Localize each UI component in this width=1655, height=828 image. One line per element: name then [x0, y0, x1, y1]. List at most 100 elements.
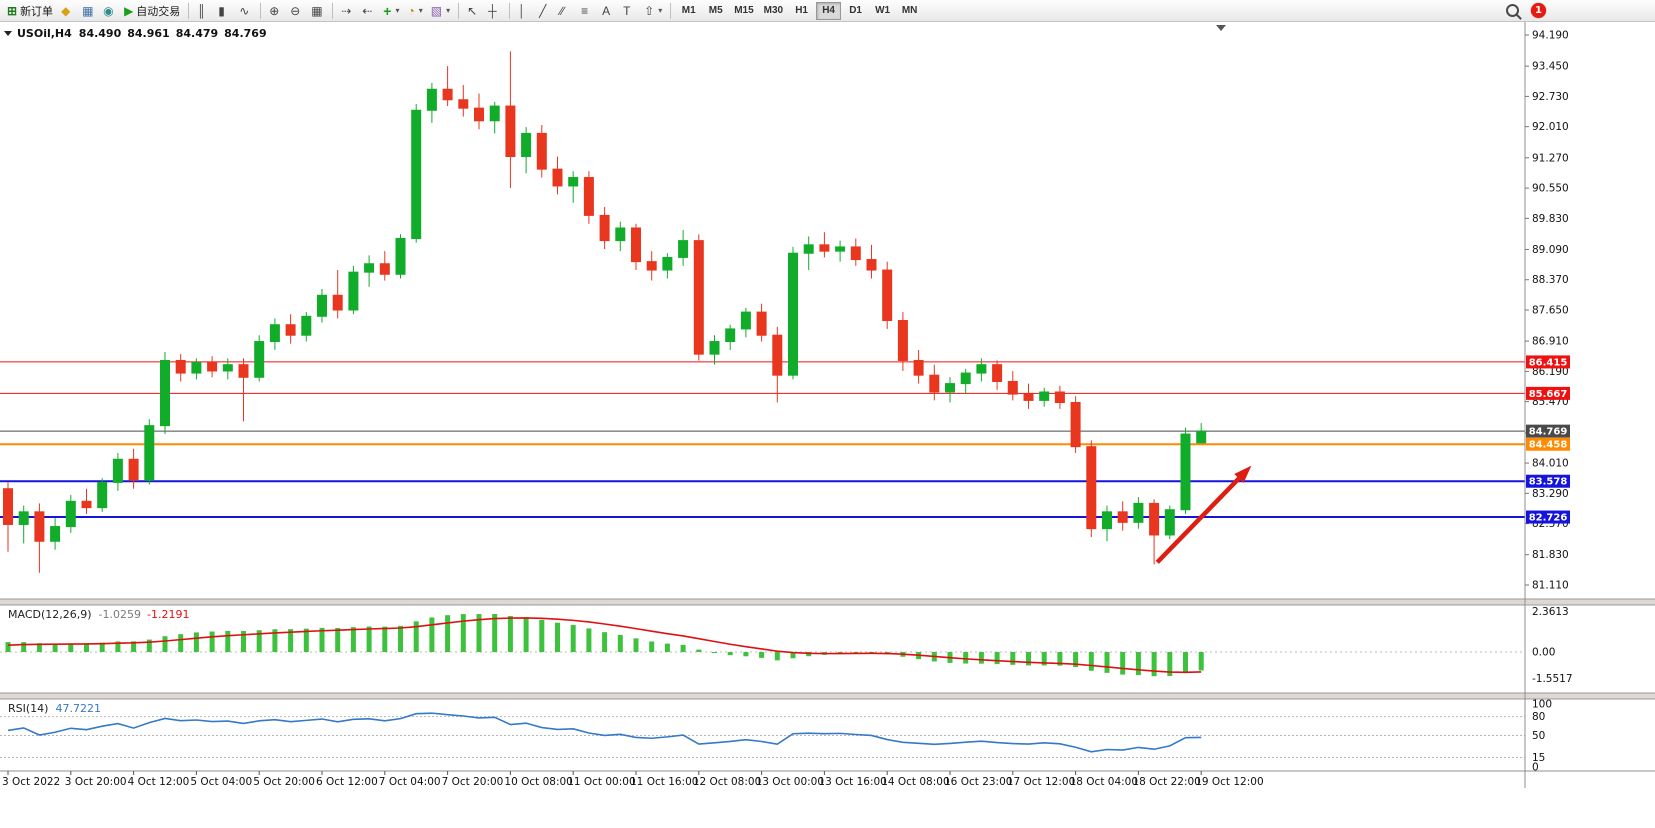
candle-body — [756, 311, 767, 336]
macd-histogram-bar — [1057, 652, 1063, 666]
macd-histogram-bar — [853, 652, 859, 653]
candle-body — [646, 261, 657, 271]
annotation-arrow-layer[interactable] — [1155, 465, 1252, 564]
candle — [1133, 497, 1144, 529]
chart-background — [0, 22, 1655, 824]
cursor-button[interactable]: ↖ — [463, 1, 484, 20]
price-badge — [1526, 424, 1570, 438]
timeframe-w1-button[interactable]: W1 — [870, 2, 895, 20]
time-axis-label: 18 Oct 04:00 — [1070, 776, 1138, 788]
macd-histogram-bar — [1010, 652, 1016, 665]
zoom-out-button[interactable]: ⊖ — [286, 1, 307, 20]
vertical-line-icon: │ — [518, 3, 526, 18]
candle-body — [332, 294, 343, 311]
fibonacci-button[interactable]: ≡ — [577, 1, 598, 20]
price-badges-layer: 86.415 85.667 84.769 84.458 83.578 82.726 — [1526, 355, 1570, 524]
chart-shift-marker-icon[interactable] — [1216, 25, 1226, 31]
candle-body — [128, 458, 139, 481]
market-watch-button[interactable]: ▦ — [78, 1, 99, 20]
line-chart-button[interactable]: ∿ — [235, 1, 256, 20]
trend-arrow-head[interactable] — [1234, 465, 1252, 484]
candle-body — [379, 263, 390, 275]
timeframe-h1-button[interactable]: H1 — [789, 2, 814, 20]
candle — [1023, 383, 1034, 409]
candlestick-chart-button[interactable]: ▮ — [214, 1, 235, 20]
tile-windows-button[interactable]: ▦ — [307, 1, 328, 20]
channel-button[interactable]: ∕∕ — [556, 1, 577, 20]
candle — [897, 312, 908, 371]
panel-divider-1[interactable] — [0, 598, 1655, 606]
candle — [144, 419, 155, 485]
candle — [772, 326, 783, 403]
candle — [474, 93, 484, 130]
macd-histogram-bar — [52, 643, 58, 652]
new-order-button[interactable]: ⊞ 新订单 — [3, 1, 57, 20]
bar-chart-button[interactable]: ║ — [193, 1, 214, 20]
indicators-button[interactable]: + ▾ — [379, 1, 403, 20]
panel-divider-2[interactable] — [0, 692, 1655, 700]
templates-button[interactable]: ▧ ▾ — [427, 1, 454, 20]
rsi-scale-tick: 100 — [1532, 699, 1552, 711]
vertical-line-button[interactable]: │ — [514, 1, 535, 20]
notification-badge[interactable]: 1 — [1531, 3, 1546, 18]
macd-histogram-bar — [492, 614, 498, 652]
text-button[interactable]: A — [598, 1, 619, 20]
chart-shift-button[interactable]: ⇠ — [358, 1, 379, 20]
candle-body — [1164, 509, 1175, 536]
data-window-button[interactable]: ◉ — [99, 1, 120, 20]
time-axis-label: 12 Oct 08:00 — [693, 776, 761, 788]
timeframe-mn-button[interactable]: MN — [897, 2, 922, 20]
macd-histogram-bar — [790, 652, 796, 659]
candle-body — [850, 246, 861, 261]
timeframe-m30-button[interactable]: M30 — [760, 2, 787, 20]
crosshair-button[interactable]: ┼ — [484, 1, 505, 20]
macd-histogram-bar — [366, 626, 372, 652]
price-badge — [1526, 474, 1570, 488]
periods-button[interactable]: ◔ ▾ — [404, 1, 427, 20]
trendline-button[interactable]: ╱ — [535, 1, 556, 20]
auto-scroll-button[interactable]: ⇢ — [337, 1, 358, 20]
search-icon[interactable] — [1506, 4, 1519, 17]
time-axis-label: 14 Oct 08:00 — [881, 776, 949, 788]
timeframe-h4-button[interactable]: H4 — [816, 1, 842, 20]
macd-histogram-bar — [633, 638, 639, 652]
arrows-button[interactable]: ⇧ ▾ — [640, 1, 666, 20]
candle-body — [1070, 402, 1081, 448]
price-axis-tick: 91.270 — [1532, 152, 1569, 164]
candle-body — [1102, 511, 1112, 530]
candle — [18, 505, 29, 544]
candle — [222, 358, 233, 380]
timeframe-m5-button[interactable]: M5 — [703, 2, 728, 20]
macd-histogram-bar — [319, 627, 325, 652]
candle-body — [1023, 393, 1034, 401]
candle-body — [426, 88, 437, 111]
price-axis-tick: 90.550 — [1532, 183, 1569, 195]
macd-histogram-bar — [146, 639, 152, 652]
candle-body — [18, 511, 29, 525]
timeframe-m15-button[interactable]: M15 — [730, 2, 757, 20]
text-label-button[interactable]: T — [619, 1, 640, 20]
candle — [646, 251, 657, 281]
candle — [458, 85, 469, 117]
profiles-button[interactable]: ◆ — [57, 1, 78, 20]
candle-body — [50, 526, 61, 542]
candle-body — [1086, 446, 1097, 530]
time-axis[interactable]: 3 Oct 2022 3 Oct 20:00 4 Oct 12:00 5 Oct 04… — [2, 771, 1264, 788]
price-axis[interactable]: 94.190 93.450 92.730 92.010 91.270 90.550 89.8… — [1525, 30, 1569, 592]
trend-arrow-shaft[interactable] — [1155, 476, 1241, 564]
auto-trading-button[interactable]: ▶ 自动交易 — [120, 1, 184, 20]
candle-body — [709, 341, 720, 355]
crosshair-icon: ┼ — [488, 3, 497, 18]
chart-context-icon[interactable] — [4, 31, 12, 36]
timeframe-d1-button[interactable]: D1 — [843, 2, 868, 20]
zoom-in-button[interactable]: ⊕ — [265, 1, 286, 20]
price-axis-tick: 89.830 — [1532, 213, 1569, 225]
candle-body — [1054, 391, 1065, 404]
dropdown-caret-icon: ▾ — [658, 6, 663, 15]
timeframe-m1-button[interactable]: M1 — [676, 2, 701, 20]
time-axis-label: 5 Oct 20:00 — [253, 776, 315, 788]
macd-histogram-bar — [869, 652, 874, 653]
horizontal-levels-layer[interactable] — [0, 361, 1525, 519]
macd-histogram-bar — [413, 621, 419, 652]
